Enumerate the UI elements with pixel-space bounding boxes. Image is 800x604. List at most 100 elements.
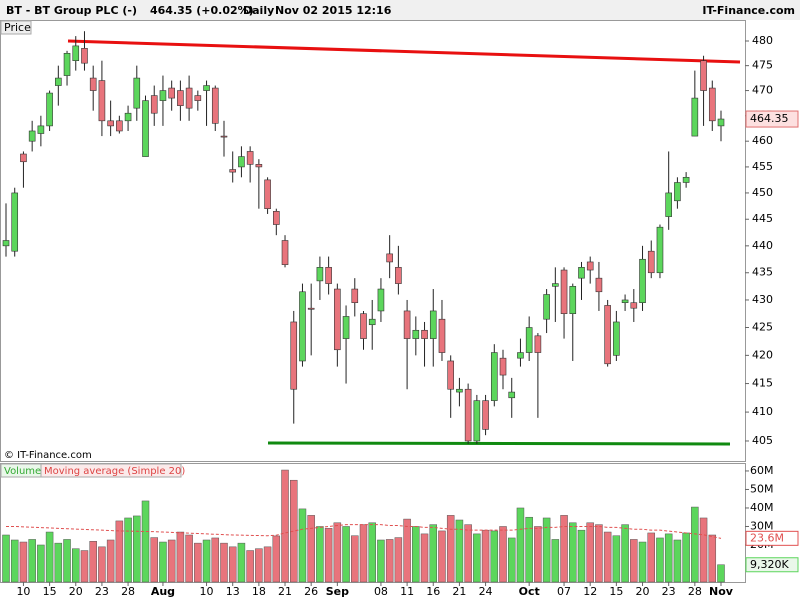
candle-body	[150, 95, 158, 114]
candle-body	[717, 118, 725, 127]
y-tick-label: 410	[752, 405, 773, 418]
candle-body	[316, 267, 324, 282]
volume-bar	[133, 515, 141, 583]
candle-body	[28, 130, 36, 142]
quote: 464.35 (+0.02%)	[150, 4, 254, 17]
candle-body	[46, 92, 53, 127]
x-tick-label: 11	[400, 585, 414, 598]
candle-body	[578, 267, 585, 279]
candle-body	[517, 352, 524, 359]
y-tick-label: 440	[752, 239, 773, 252]
candle-body	[395, 267, 402, 284]
volume-bar	[45, 531, 54, 583]
volume-bar	[2, 534, 10, 583]
volume-bar	[673, 539, 682, 583]
candle-body	[281, 240, 289, 265]
volume-bar	[228, 546, 237, 583]
header-bar	[0, 0, 800, 20]
candle-body	[142, 100, 149, 157]
candle-body	[63, 52, 71, 76]
candle-body	[246, 151, 254, 165]
y-tick-label: 470	[752, 84, 773, 97]
volume-bar	[324, 528, 333, 583]
volume-bar	[534, 526, 542, 583]
x-tick-label: Sep	[326, 585, 349, 598]
candle-body	[351, 288, 359, 304]
candle-body	[525, 327, 533, 353]
volume-bar	[603, 531, 612, 583]
volume-bar	[351, 535, 359, 583]
volume-bar	[586, 522, 594, 583]
volume-bar	[569, 522, 577, 583]
volume-bar	[551, 539, 560, 583]
volume-bar	[507, 537, 516, 583]
volume-bar	[316, 526, 324, 583]
x-tick-label: 20	[636, 585, 650, 598]
x-tick-label: 08	[374, 585, 388, 598]
candle-body	[229, 169, 237, 173]
candle-body	[194, 95, 202, 101]
candle-body	[89, 77, 97, 91]
candle-body	[177, 90, 184, 106]
candle-body	[273, 211, 280, 225]
candle-body	[473, 400, 481, 442]
price-label: Price	[4, 21, 31, 34]
y-tick-label: 445	[752, 212, 773, 225]
candle-body	[412, 329, 420, 339]
x-tick-label: 15	[609, 585, 623, 598]
candle-body	[377, 288, 385, 312]
last-price-box	[745, 110, 799, 128]
last-price-label: 464.35	[750, 112, 789, 125]
candle-body	[665, 192, 672, 217]
volume-bar	[542, 517, 551, 583]
candle-body	[98, 80, 106, 122]
volume-bar	[167, 539, 176, 583]
volume-bar	[333, 522, 342, 583]
x-tick-label: 26	[304, 585, 318, 598]
volume-bar	[202, 539, 211, 583]
candle-body	[159, 90, 167, 101]
volume-bar	[220, 542, 228, 583]
candle-body	[72, 45, 80, 61]
candle-body	[37, 125, 45, 134]
volume-bar	[141, 500, 150, 583]
candle-body	[133, 77, 141, 109]
x-tick-label: 07	[557, 585, 571, 598]
x-tick-label: 10	[200, 585, 214, 598]
volume-bar	[656, 537, 664, 583]
candle-body	[464, 388, 472, 442]
y-tick-label: 460	[752, 134, 773, 147]
volume-bar	[621, 524, 629, 583]
candle-body	[552, 283, 559, 287]
candle-body	[674, 182, 681, 202]
volume-bar	[630, 539, 638, 583]
volume-bar	[455, 519, 464, 583]
volume-last-label: 9,320K	[750, 558, 789, 571]
y-tick-label: 50M	[750, 482, 774, 495]
x-tick-label: 13	[226, 585, 240, 598]
candle-body	[360, 313, 367, 339]
x-tick-label: 21	[452, 585, 466, 598]
symbol: BT - BT Group PLC (-)	[6, 4, 137, 17]
volume-bar	[385, 539, 394, 583]
volume-bar	[664, 533, 673, 583]
y-tick-label: 405	[752, 434, 773, 447]
volume-bar	[37, 544, 45, 583]
candle-body	[499, 357, 507, 376]
candle-body	[334, 288, 341, 351]
x-tick-label: 20	[69, 585, 83, 598]
volume-bar	[446, 515, 455, 583]
y-tick-label: 475	[752, 59, 773, 72]
volume-bar	[80, 550, 89, 583]
volume-bar	[19, 541, 28, 583]
x-tick-label: 16	[426, 585, 440, 598]
volume-bar	[10, 539, 19, 583]
candle-body	[220, 135, 228, 138]
candle-body	[107, 120, 114, 127]
x-tick-label: 10	[16, 585, 30, 598]
y-tick-label: 455	[752, 160, 773, 173]
volume-bar	[159, 541, 167, 583]
candle-body	[508, 391, 516, 399]
x-tick-label: 12	[583, 585, 597, 598]
